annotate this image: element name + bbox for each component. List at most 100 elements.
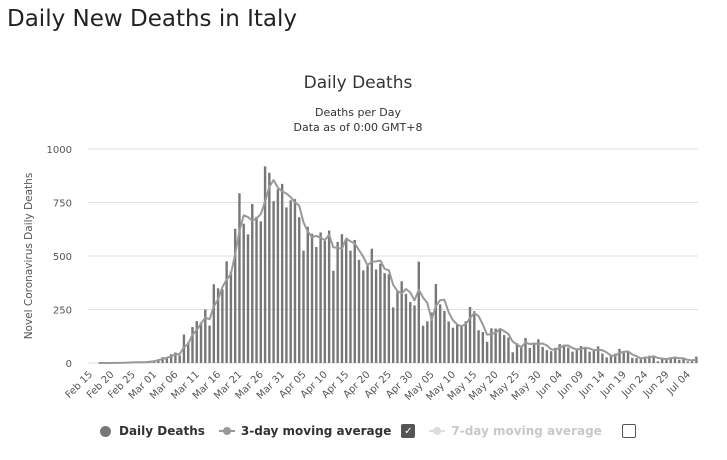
bar	[362, 270, 365, 363]
checkbox-7-day-average[interactable]	[621, 424, 636, 438]
page-title: Daily New Deaths in Italy	[7, 6, 298, 32]
bar	[349, 250, 352, 363]
bar	[541, 346, 544, 363]
bar	[306, 226, 309, 363]
bar	[464, 321, 467, 363]
bar	[558, 344, 561, 363]
bar	[562, 344, 566, 363]
bar	[310, 233, 314, 363]
bar	[161, 357, 164, 363]
bar	[174, 352, 177, 363]
bar	[596, 346, 600, 363]
bar	[545, 350, 549, 363]
bar	[229, 271, 233, 363]
bar	[494, 328, 497, 363]
y-tick-label: 500	[53, 252, 72, 263]
bar	[665, 358, 668, 363]
bar	[631, 357, 634, 363]
bar	[498, 329, 502, 363]
bar	[285, 207, 288, 363]
bar	[409, 302, 412, 363]
bar	[208, 325, 211, 363]
legend: Daily Deaths 3-day moving average ✓ 7-da…	[100, 424, 650, 438]
bar	[528, 348, 532, 363]
y-tick-label: 0	[66, 359, 72, 370]
bar	[298, 217, 301, 363]
bar	[622, 352, 625, 363]
legend-item-daily-deaths[interactable]: Daily Deaths	[100, 424, 205, 438]
bar	[682, 358, 685, 363]
bar	[515, 343, 519, 363]
bar	[477, 330, 480, 363]
bar	[430, 312, 433, 363]
bar	[502, 335, 506, 363]
bar	[216, 288, 220, 363]
bar	[323, 241, 327, 363]
y-tick-label: 250	[53, 306, 72, 317]
bar	[169, 354, 173, 363]
y-axis-label: Novel Coronavirus Daily Deaths	[23, 173, 35, 340]
bar	[315, 247, 318, 363]
legend-item-7-day-average[interactable]: 7-day moving average	[429, 424, 602, 438]
bar	[221, 289, 224, 363]
bar	[293, 199, 297, 363]
bar	[652, 356, 655, 363]
bar	[695, 356, 698, 363]
bar	[481, 331, 485, 363]
bar	[618, 348, 621, 363]
chart-title: Daily Deaths	[304, 73, 413, 93]
bar	[660, 357, 664, 363]
bar	[187, 342, 190, 363]
bar	[473, 311, 476, 363]
bar	[669, 358, 672, 363]
bar	[289, 200, 292, 363]
bar	[609, 355, 613, 363]
bar	[579, 346, 583, 363]
bar	[520, 346, 523, 363]
bar	[443, 310, 446, 363]
bar	[468, 306, 472, 363]
checkbox-3-day-average[interactable]: ✓	[401, 424, 416, 438]
bar	[336, 241, 339, 363]
bar	[204, 309, 207, 363]
bar	[554, 347, 557, 363]
bar	[272, 201, 275, 363]
bar	[524, 337, 527, 363]
bar	[370, 248, 374, 363]
bar	[246, 234, 250, 363]
bar	[532, 344, 536, 363]
bar	[199, 322, 203, 363]
bar	[302, 250, 305, 363]
bar	[690, 361, 694, 363]
bar	[191, 327, 194, 363]
bar	[592, 351, 596, 363]
bar	[327, 230, 331, 363]
bar	[451, 327, 455, 363]
bar	[417, 261, 420, 363]
bar	[588, 351, 591, 363]
y-tick-label: 1000	[47, 145, 72, 156]
bar	[537, 339, 540, 363]
legend-item-3-day-average[interactable]: 3-day moving average	[218, 424, 391, 438]
bar	[212, 284, 216, 363]
bar	[460, 326, 463, 363]
bar	[366, 265, 369, 363]
bar	[165, 357, 169, 363]
bar	[400, 281, 403, 363]
bar	[456, 324, 459, 363]
line-marker-icon	[218, 426, 235, 436]
bar	[276, 189, 280, 363]
bar	[238, 193, 241, 363]
bar	[345, 239, 348, 363]
bar	[251, 203, 254, 363]
bar	[438, 304, 442, 363]
series-dot-icon	[100, 425, 111, 437]
bar	[379, 263, 382, 363]
bar	[396, 291, 399, 363]
bar	[507, 337, 510, 363]
bar	[413, 305, 416, 363]
bar	[434, 284, 438, 363]
chart-subtitle-1: Deaths per Day	[315, 106, 401, 119]
bar	[584, 347, 587, 363]
